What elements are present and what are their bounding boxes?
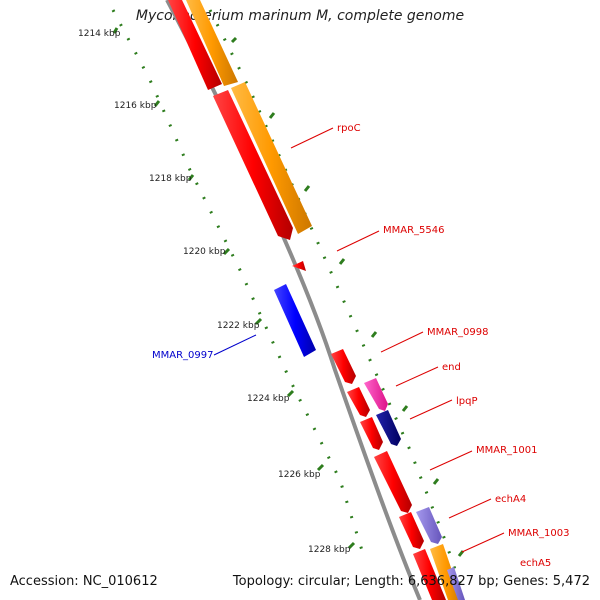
- leader-MMAR_0997: [213, 334, 257, 356]
- scale-tick-1224: [286, 389, 295, 398]
- scale-label: 1224 kbp: [247, 394, 290, 404]
- scale-tick-1216: [153, 100, 161, 107]
- scale-tick-curve: [111, 9, 367, 561]
- feature-end-pink: [364, 378, 388, 411]
- outer-tick: [401, 405, 409, 412]
- gene-label-rpoC: rpoC: [337, 123, 361, 134]
- scale-label: 1220 kbp: [183, 247, 226, 257]
- leader-MMAR_5546: [336, 230, 380, 252]
- scale-label: 1214 kbp: [78, 29, 121, 39]
- cds-rpoB: [168, 0, 222, 90]
- scale-tick-1218: [187, 174, 195, 181]
- gene-label-MMAR_1003: MMAR_1003: [508, 528, 570, 539]
- leader-MMAR_1001: [429, 450, 473, 471]
- scale-label: 1228 kbp: [308, 545, 351, 555]
- gene-label-lpqP: lpqP: [456, 396, 478, 407]
- gene-label-echA4: echA4: [495, 494, 526, 505]
- accession-text: Accession: NC_010612: [10, 574, 158, 589]
- scale-label: 1226 kbp: [278, 470, 321, 480]
- scale-tick-1228: [347, 541, 356, 550]
- orange-feature-rpoC: [231, 82, 312, 234]
- scale-tick-1220: [222, 247, 231, 256]
- cds-MMAR_0998: [331, 349, 356, 384]
- outer-tick: [338, 258, 346, 265]
- genome-summary-text: Topology: circular; Length: 6,636,827 bp…: [232, 574, 590, 589]
- cds-echA4: [399, 512, 424, 549]
- outer-tick: [268, 112, 276, 119]
- leader-MMAR_1003: [461, 532, 505, 553]
- feature-lpqP-navy: [376, 410, 401, 446]
- outer-tick: [230, 36, 238, 44]
- cds-MMAR_1001: [374, 451, 412, 513]
- cds-end: [347, 387, 370, 417]
- cds-lpqP: [360, 417, 383, 450]
- orange-feature-rpoB: [186, 0, 238, 86]
- outer-tick: [432, 478, 440, 485]
- scale-label: 1222 kbp: [217, 321, 260, 331]
- leader-rpoC: [290, 127, 334, 149]
- feature-echA5-lavender: [447, 567, 465, 600]
- gene-label-end: end: [442, 362, 461, 373]
- gene-label-MMAR_0998: MMAR_0998: [427, 327, 489, 338]
- gene-label-MMAR_1001: MMAR_1001: [476, 445, 538, 456]
- leader-lpqP: [409, 399, 453, 420]
- leader-echA4: [448, 498, 492, 519]
- cds-echA5: [413, 549, 446, 600]
- leader-end: [395, 366, 439, 387]
- cds-MMAR_0997: [274, 284, 316, 357]
- scale-label: 1218 kbp: [149, 174, 192, 184]
- leader-MMAR_0998: [380, 331, 424, 353]
- genome-backbone: [165, 0, 422, 600]
- outer-tick: [303, 185, 311, 192]
- scale-tick-1222: [254, 317, 263, 326]
- cds-MMAR_5546: [292, 261, 306, 271]
- gene-label-MMAR_5546: MMAR_5546: [383, 225, 445, 236]
- map-title: Mycobacterium marinum M, complete genome: [135, 8, 465, 24]
- feature-echA4-lavender: [416, 507, 442, 544]
- scale-tick-1214: [112, 27, 119, 34]
- gene-label-echA5: echA5: [520, 558, 551, 569]
- gene-label-MMAR_0997: MMAR_0997: [152, 350, 214, 361]
- scale-tick-1226: [316, 463, 325, 472]
- scale-label: 1216 kbp: [114, 101, 157, 111]
- cds-rpoC: [213, 90, 293, 240]
- outer-tick: [370, 331, 378, 338]
